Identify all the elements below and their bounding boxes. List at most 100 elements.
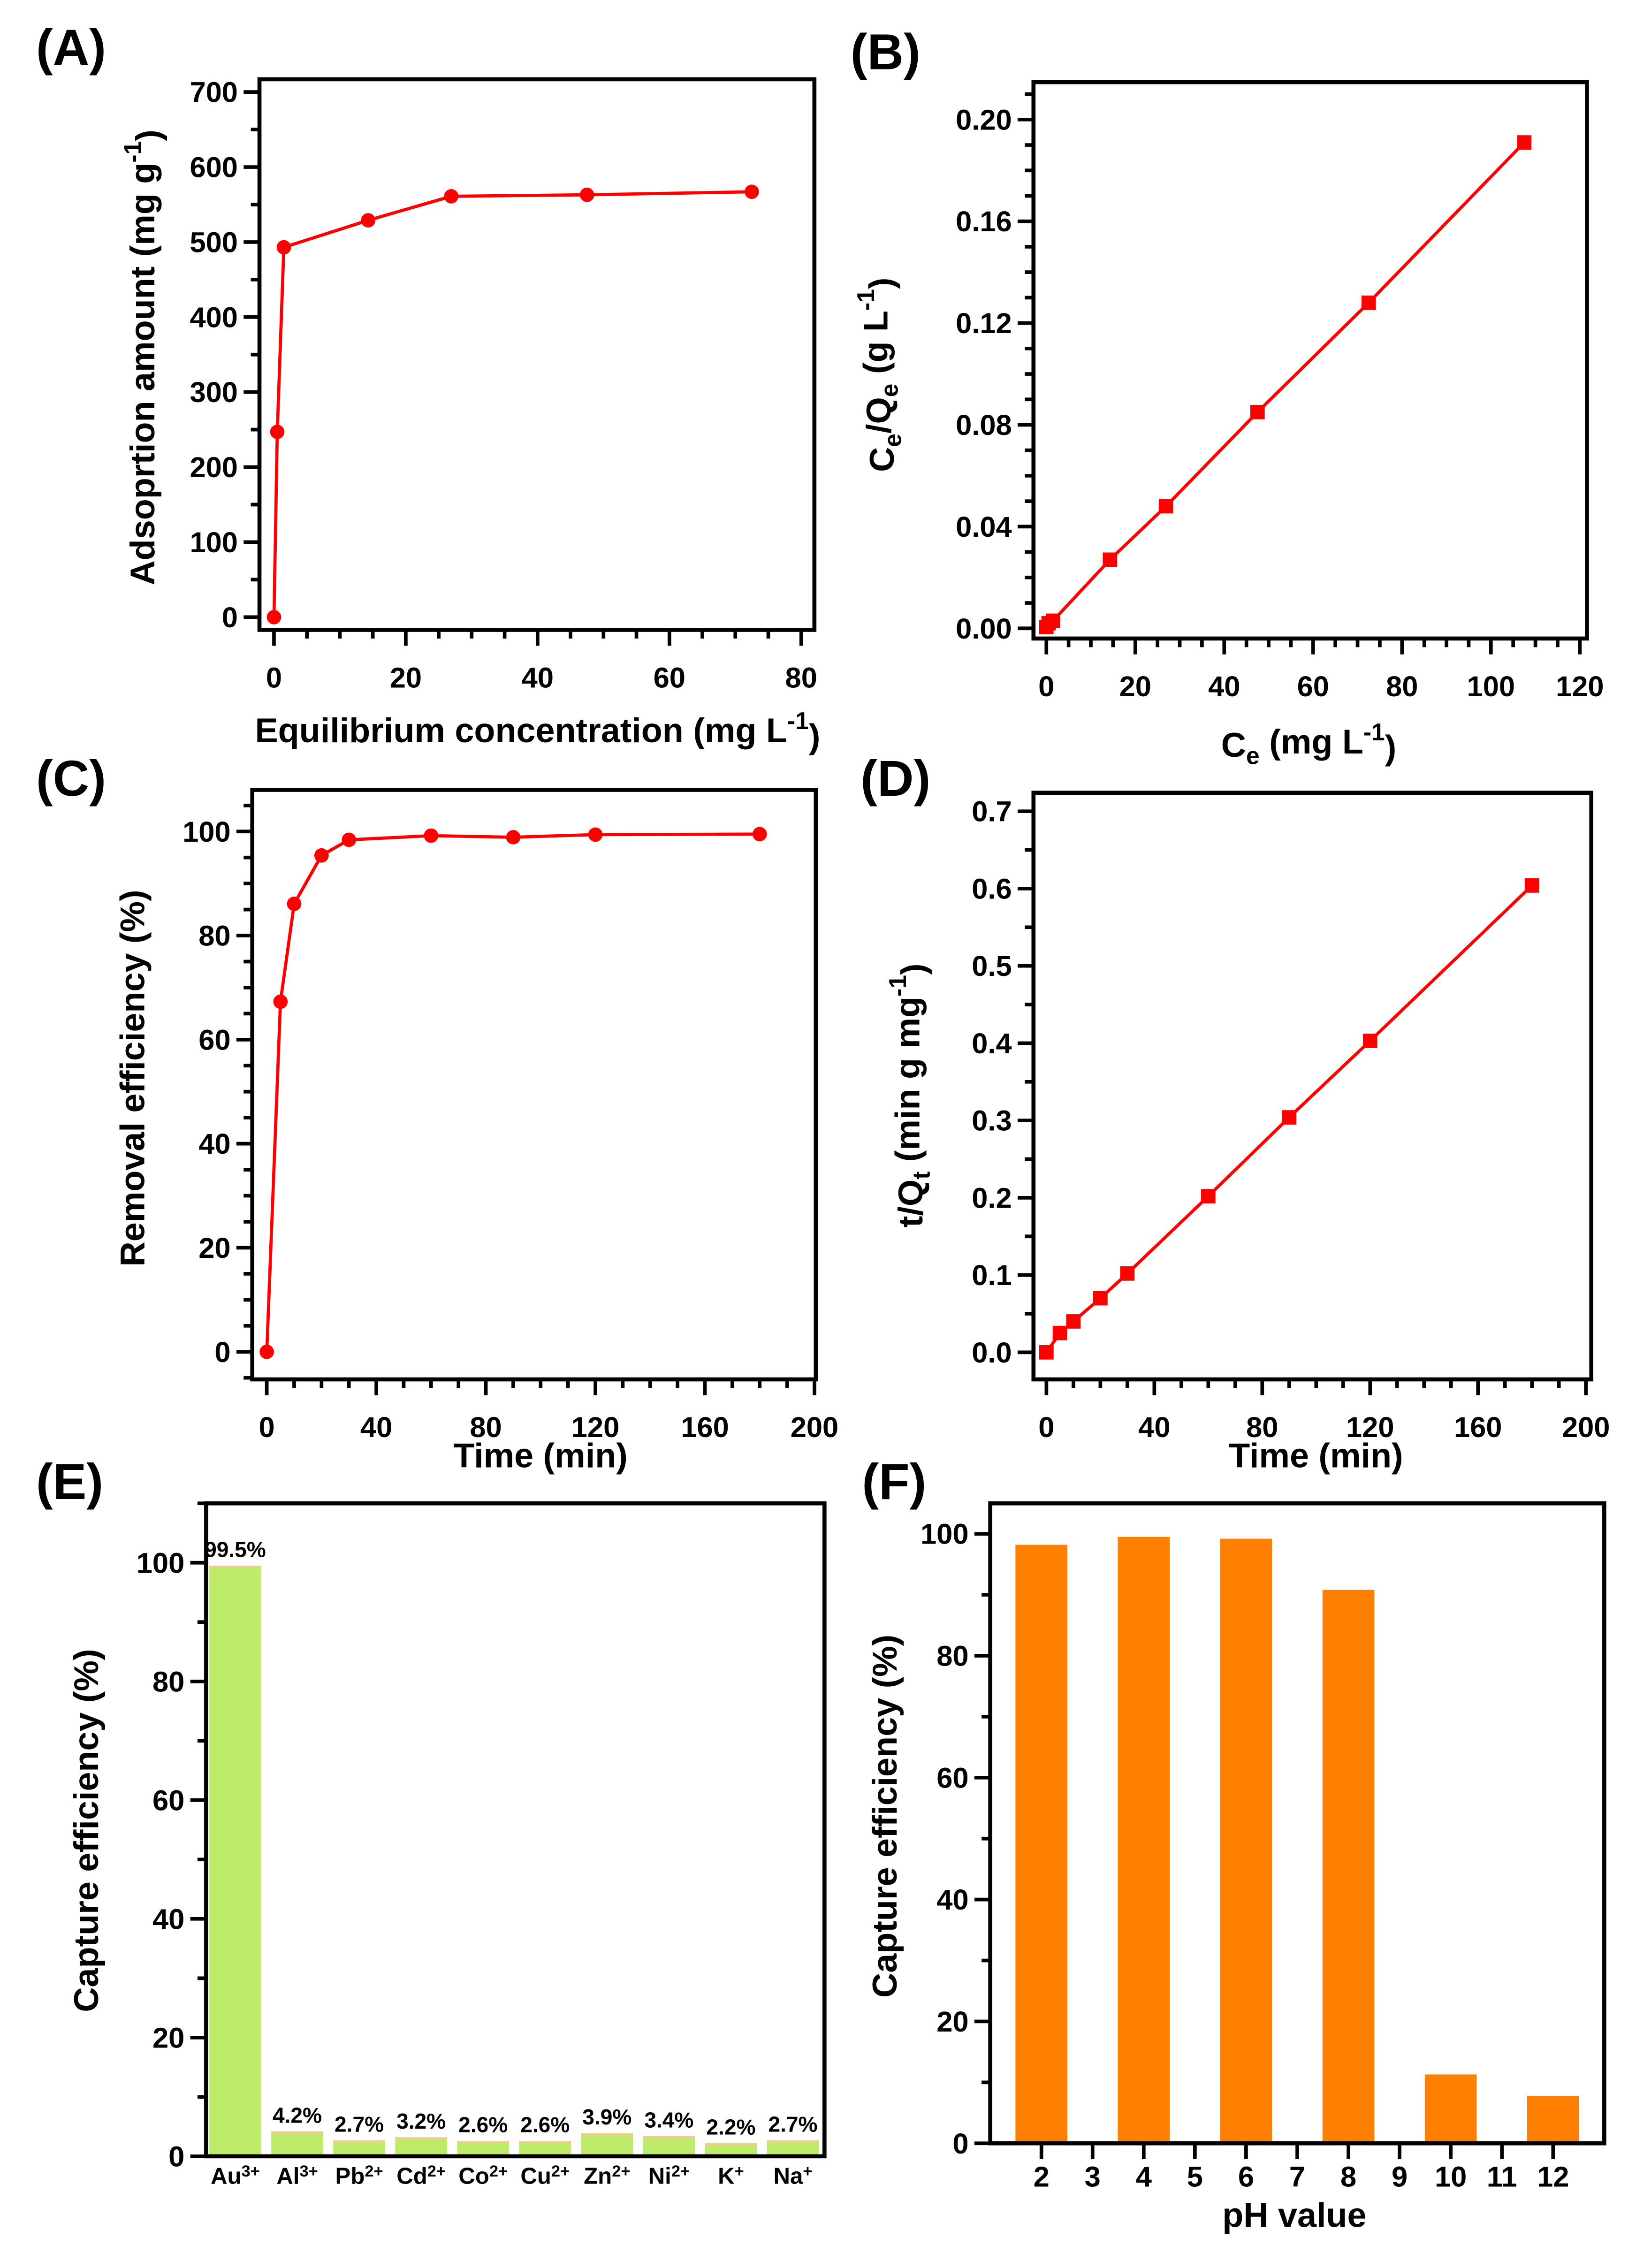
- bar-value-label: 2.2%: [706, 2115, 755, 2139]
- ion-symbol: Co: [458, 2163, 489, 2189]
- y-tick-label: 60: [152, 1784, 184, 1817]
- y-tick-label: 0.7: [972, 796, 1012, 828]
- y-tick-label: 0: [168, 2140, 184, 2173]
- label-text: Capture efficiency (%): [865, 1635, 904, 1998]
- y-tick-label: 80: [198, 920, 230, 952]
- data-point: [361, 213, 376, 228]
- x-category-label: Pb2+: [335, 2162, 383, 2189]
- bar-value-label: 3.4%: [644, 2108, 693, 2132]
- ion-charge: +: [735, 2162, 744, 2180]
- bar-top-edge: [705, 2143, 757, 2146]
- bar: [395, 2137, 447, 2156]
- data-point: [588, 827, 603, 842]
- data-point: [1120, 1266, 1135, 1281]
- y-tick-label: 0.04: [956, 511, 1012, 543]
- x-category-label: Au3+: [211, 2162, 260, 2189]
- y-tick-label: 60: [936, 1762, 968, 1794]
- x-axis-title: pH value: [1222, 2195, 1366, 2234]
- y-tick-label: 0.5: [972, 950, 1012, 982]
- y-tick-label: 200: [190, 451, 238, 484]
- label-text: Time (min): [453, 1436, 627, 1475]
- label-text: Capture efficiency (%): [67, 1649, 106, 2012]
- panel-label: (C): [36, 750, 106, 807]
- x-tick-label: 0: [1038, 670, 1054, 703]
- ion-charge: 3+: [299, 2162, 318, 2180]
- plot-frame: [250, 788, 818, 1382]
- y-tick-label: 20: [936, 2006, 968, 2038]
- bar-value-label: 3.2%: [396, 2109, 446, 2133]
- data-point: [270, 425, 285, 439]
- bar-value-label: 4.2%: [273, 2103, 322, 2127]
- y-tick-label: 0.20: [956, 104, 1012, 136]
- plot-frame: [257, 77, 817, 632]
- panel-label: (F): [862, 1454, 926, 1510]
- label-text: ): [862, 277, 901, 289]
- x-tick-label: 40: [522, 662, 554, 694]
- bar-top-edge: [643, 2136, 695, 2139]
- y-tick-label: 80: [936, 1640, 968, 1673]
- data-point: [1093, 1291, 1108, 1306]
- x-tick-label: 120: [1346, 1411, 1394, 1444]
- bar: [1527, 2095, 1579, 2144]
- supscript-text: -1: [119, 141, 146, 163]
- bar: [1220, 1538, 1272, 2144]
- label-text: Time (min): [1229, 1436, 1403, 1475]
- y-tick-label: 0.3: [972, 1105, 1012, 1137]
- x-tick-label: 200: [1562, 1411, 1610, 1444]
- y-axis-title: t/Qt (min g mg-1): [884, 963, 935, 1227]
- x-category-label: K+: [718, 2162, 744, 2189]
- bar: [1118, 1537, 1170, 2144]
- ion-charge: 2+: [365, 2162, 383, 2180]
- data-point: [287, 897, 302, 911]
- x-tick-label: 160: [1454, 1411, 1502, 1444]
- x-tick-label: 80: [785, 662, 817, 694]
- data-point: [276, 240, 291, 255]
- bar-top-edge: [209, 1566, 261, 1568]
- data-point: [1361, 295, 1376, 310]
- ion-symbol: Pb: [335, 2163, 365, 2189]
- panel-a: (A) 0 100 200 300 400 500 600 700 0 20 40 60 80 Equili…: [36, 19, 821, 755]
- label-text: C: [1221, 725, 1246, 764]
- bar: [705, 2143, 757, 2156]
- x-tick-label: 8: [1340, 2161, 1356, 2193]
- x-tick-label: 11: [1487, 2161, 1517, 2193]
- supscript-text: -1: [787, 707, 809, 734]
- bar-value-label: 2.6%: [520, 2113, 570, 2137]
- x-tick-label: 60: [1297, 670, 1329, 703]
- bar: [457, 2141, 509, 2156]
- data-point: [579, 187, 594, 202]
- panel-c: (C) 0 20 40 60 80 100 0 40 80 120 160 200 Time (min) R…: [36, 750, 838, 1475]
- data-point: [1362, 1034, 1377, 1048]
- x-tick-label: 0: [259, 1411, 275, 1444]
- y-tick-label: 400: [190, 301, 238, 334]
- y-tick-label: 80: [152, 1666, 184, 1698]
- bar-value-label: 2.6%: [458, 2113, 508, 2137]
- x-tick-label: 12: [1537, 2161, 1569, 2193]
- ion-symbol: Al: [276, 2163, 299, 2189]
- x-tick-label: 2: [1034, 2161, 1050, 2193]
- ion-charge: 2+: [551, 2162, 570, 2180]
- x-tick-label: 40: [360, 1411, 392, 1444]
- y-tick-label: 60: [198, 1024, 230, 1056]
- x-tick-label: 80: [470, 1411, 502, 1444]
- y-tick-label: 100: [190, 526, 238, 559]
- bar: [1015, 1545, 1067, 2144]
- x-tick-label: 4: [1136, 2161, 1152, 2193]
- bar: [1322, 1590, 1375, 2144]
- x-category-label: Zn2+: [584, 2162, 630, 2189]
- supscript-text: -1: [852, 289, 879, 311]
- y-tick-label: 500: [190, 226, 238, 259]
- y-tick-label: 0.12: [956, 307, 1012, 340]
- y-tick-label: 0: [214, 1336, 230, 1369]
- data-point: [1524, 878, 1539, 893]
- panel-label: (B): [851, 23, 921, 80]
- subscript-text: e: [879, 434, 906, 447]
- plot-frame: [988, 1501, 1606, 2146]
- x-tick-label: 5: [1187, 2161, 1203, 2193]
- bar-value-label: 3.9%: [582, 2105, 632, 2129]
- x-tick-label: 40: [1138, 1411, 1170, 1444]
- y-tick-label: 0.00: [956, 613, 1012, 645]
- y-axis-title: Removal efficiency (%): [113, 890, 152, 1266]
- label-text: C: [862, 447, 901, 472]
